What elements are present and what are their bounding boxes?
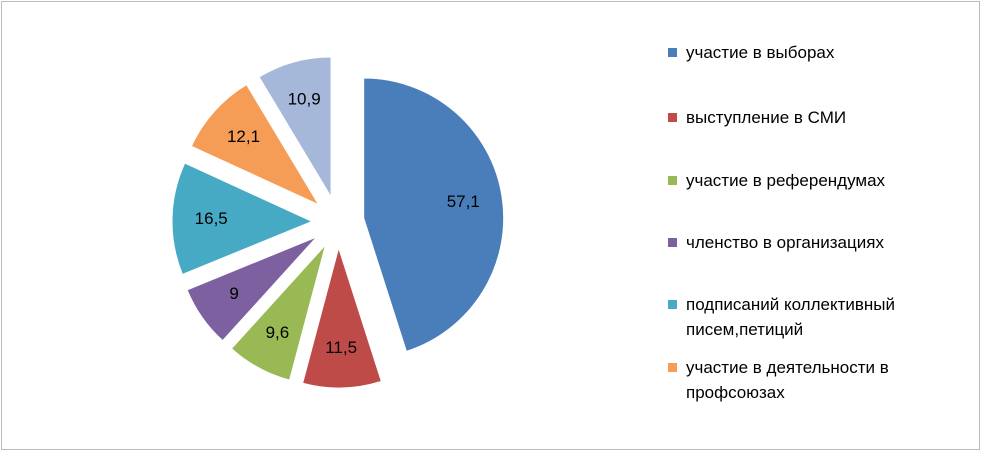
legend-label: подписаний коллективный писем,петиций <box>686 295 896 339</box>
legend-swatch <box>668 48 677 57</box>
legend-swatch <box>668 238 677 247</box>
legend-item: участие в референдумах <box>668 168 885 193</box>
pie-slice <box>186 236 318 342</box>
legend-label: участие в деятельности в профсоюзах <box>686 358 889 402</box>
data-label: 10,9 <box>288 89 321 108</box>
legend-item: членство в организациях <box>668 230 884 255</box>
legend-item: участие в выборах <box>668 40 834 65</box>
data-label: 16,5 <box>195 209 228 228</box>
legend-swatch <box>668 176 677 185</box>
data-label: 11,5 <box>325 338 357 357</box>
legend-swatch <box>668 363 677 372</box>
legend-label: выступление в СМИ <box>686 108 847 127</box>
legend-item: участие в деятельности в профсоюзах <box>668 355 938 405</box>
legend-item: выступление в СМИ <box>668 105 846 130</box>
pie-slice <box>190 83 320 206</box>
legend-swatch <box>668 300 677 309</box>
pie-slice <box>171 162 314 276</box>
pie-slice <box>301 246 382 389</box>
legend-label: членство в организациях <box>686 233 884 252</box>
data-label: 9,6 <box>266 323 290 342</box>
legend-item: подписаний коллективный писем,петиций <box>668 292 938 342</box>
pie-slice <box>363 77 505 352</box>
legend-swatch <box>668 113 677 122</box>
data-label: 9 <box>229 284 238 303</box>
pie-slice <box>230 244 327 381</box>
data-label: 57,1 <box>447 192 480 211</box>
pie-slice <box>258 56 332 199</box>
legend-label: участие в выборах <box>686 43 835 62</box>
legend-label: участие в референдумах <box>686 171 886 190</box>
data-label: 12,1 <box>227 127 260 146</box>
